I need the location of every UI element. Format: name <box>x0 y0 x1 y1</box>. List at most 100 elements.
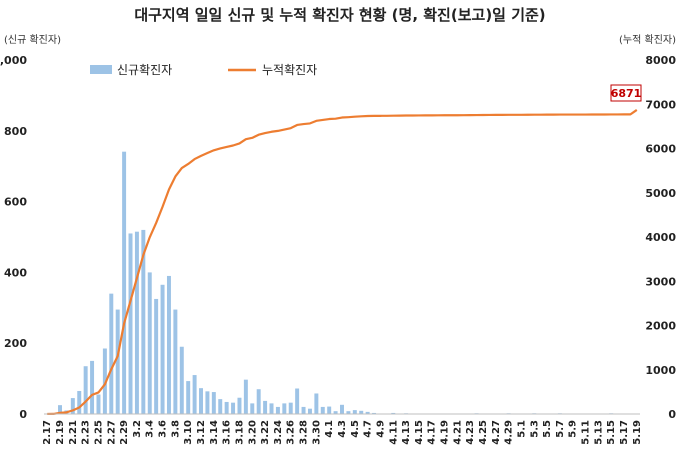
x-tick-label: 2.25 <box>93 420 104 445</box>
bar <box>115 309 120 414</box>
bar <box>224 401 229 414</box>
y-tick-label: 0 <box>19 408 27 421</box>
bar <box>327 406 332 414</box>
y2-tick-label: 0 <box>668 408 676 421</box>
bar <box>288 402 293 414</box>
x-tick-label: 5.13 <box>593 420 604 445</box>
x-tick-label: 4.15 <box>414 420 425 445</box>
right-axis-unit: (누적 확진자) <box>619 34 676 46</box>
bar <box>263 400 268 414</box>
y-tick-label: 600 <box>4 196 27 209</box>
y-tick-label: 800 <box>4 125 27 138</box>
x-axis: 2.17 2.19 2.21 2.23 2.25 2.27 2.29 3.2 3.4 3.6 3.8… <box>42 420 643 445</box>
legend-bar-label: 신규확진자 <box>117 63 172 77</box>
x-tick-label: 3.8 <box>170 420 181 438</box>
bar <box>58 405 62 414</box>
bar <box>307 408 312 414</box>
bar <box>186 381 191 414</box>
bar <box>90 360 95 414</box>
bar <box>372 412 377 414</box>
bar <box>250 403 255 414</box>
bar <box>109 293 114 414</box>
bar <box>269 403 274 414</box>
x-tick-label: 4.7 <box>363 420 374 438</box>
x-tick-label: 2.23 <box>81 420 92 445</box>
bar <box>141 229 146 414</box>
left-axis: 0 200 400 600 800 1,000 <box>0 54 27 421</box>
bar <box>179 346 184 414</box>
x-tick-label: 3.28 <box>299 420 310 445</box>
x-tick-label: 3.10 <box>183 420 194 445</box>
bar <box>295 388 300 414</box>
bar <box>128 233 133 414</box>
bar <box>346 411 351 414</box>
chart-title: 대구지역 일일 신규 및 누적 확진자 현황 (명, 확진(보고)일 기준) <box>134 6 545 24</box>
x-tick-label: 4.27 <box>491 420 502 445</box>
x-tick-label: 5.15 <box>606 420 617 445</box>
x-tick-label: 3.22 <box>260 420 271 445</box>
bar <box>256 389 261 414</box>
x-tick-label: 2.29 <box>119 420 130 445</box>
bar <box>70 398 75 414</box>
bar <box>352 410 357 414</box>
bar <box>391 412 396 414</box>
x-tick-label: 4.29 <box>504 420 515 445</box>
y-tick-label: 400 <box>4 266 27 279</box>
bar <box>122 151 127 414</box>
bar <box>314 393 319 414</box>
x-tick-label: 3.30 <box>311 420 322 445</box>
y2-tick-label: 5000 <box>645 187 676 200</box>
y2-tick-label: 8000 <box>645 54 676 67</box>
bar <box>192 375 197 414</box>
x-tick-label: 2.19 <box>55 420 66 445</box>
bar <box>211 392 216 414</box>
x-tick-label: 3.26 <box>286 420 297 445</box>
bar <box>96 394 101 414</box>
x-tick-label: 3.2 <box>132 420 143 438</box>
callout: 6871 <box>610 84 642 102</box>
legend-bar-swatch <box>90 65 112 74</box>
bar <box>147 272 152 414</box>
x-tick-label: 5.17 <box>619 420 630 445</box>
x-tick-label: 4.19 <box>440 420 451 445</box>
x-tick-label: 5.9 <box>568 420 579 438</box>
bar <box>205 391 210 414</box>
x-tick-label: 5.1 <box>516 420 527 438</box>
x-tick-label: 3.6 <box>158 420 169 438</box>
x-tick-label: 4.21 <box>452 420 463 445</box>
x-tick-label: 5.11 <box>581 420 592 445</box>
x-tick-label: 3.24 <box>273 420 284 445</box>
x-tick-label: 2.27 <box>106 420 117 445</box>
y2-tick-label: 1000 <box>645 364 676 377</box>
y2-tick-label: 7000 <box>645 98 676 111</box>
bar <box>77 390 82 414</box>
x-tick-label: 4.5 <box>350 420 361 438</box>
bar <box>359 410 364 414</box>
x-tick-label: 2.21 <box>68 420 79 445</box>
x-tick-label: 4.23 <box>465 420 476 445</box>
cumulative-line <box>47 109 638 416</box>
bar <box>320 406 325 414</box>
x-tick-label: 3.14 <box>209 420 220 445</box>
x-tick-label: 4.9 <box>375 420 386 438</box>
legend: 신규확진자 누적확진자 <box>90 63 317 77</box>
x-tick-label: 5.19 <box>632 420 643 445</box>
bar <box>275 406 280 414</box>
x-tick-label: 4.3 <box>337 420 348 438</box>
bar <box>83 366 88 414</box>
x-tick-label: 3.4 <box>145 420 156 438</box>
x-tick-label: 2.17 <box>42 420 53 445</box>
x-tick-label: 4.25 <box>478 420 489 445</box>
y2-tick-label: 2000 <box>645 320 676 333</box>
y-tick-label: 1,000 <box>0 54 27 67</box>
callout-label: 6871 <box>611 87 642 100</box>
x-tick-label: 3.20 <box>247 420 258 445</box>
y2-tick-label: 3000 <box>645 275 676 288</box>
right-axis: 0 1000 2000 3000 4000 5000 6000 7000 8000 <box>645 54 676 421</box>
bar <box>333 411 338 414</box>
x-tick-label: 4.11 <box>388 420 399 445</box>
bar <box>237 397 242 414</box>
legend-line-label: 누적확진자 <box>262 63 317 77</box>
x-tick-label: 5.7 <box>555 420 566 438</box>
x-tick-label: 3.16 <box>222 420 233 445</box>
